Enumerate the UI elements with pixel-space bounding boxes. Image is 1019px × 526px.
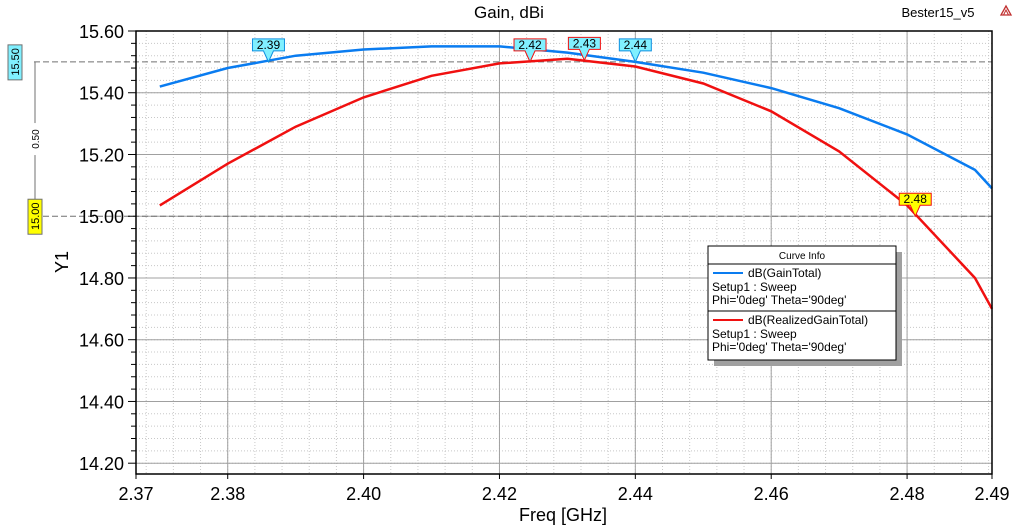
series-line-0 (159, 45, 993, 190)
x-tick-label: 2.44 (618, 484, 653, 504)
delta-top-box (7, 44, 23, 81)
y-axis-label: Y1 (52, 251, 72, 273)
marker-label: 2.39 (257, 38, 281, 52)
project-label: Bester15_v5 (902, 5, 975, 20)
legend-entry-angles: Phi='0deg' Theta='90deg' (712, 293, 846, 307)
marker-2.48: 2.48 (898, 192, 932, 218)
marker-flag (513, 38, 547, 64)
marker-2.42: 2.42 (513, 38, 547, 64)
legend-title: Curve Info (779, 251, 826, 262)
marker-label: 2.42 (518, 38, 542, 52)
axis-ticks: 2.37 2.38 2.40 2.42 2.44 2.46 2.48 2.49 15.60 15.… (79, 22, 1010, 504)
marker-flag (251, 38, 285, 64)
legend-entry-angles: Phi='0deg' Theta='90deg' (712, 340, 846, 354)
marker-2.43: 2.43 (567, 36, 601, 62)
delta-top-label: 15.50 (10, 48, 22, 76)
x-tick-label: 2.40 (346, 484, 381, 504)
x-tick-label: 2.49 (974, 484, 1009, 504)
y-tick-label: 15.60 (79, 22, 124, 42)
x-tick-label: 2.46 (754, 484, 789, 504)
legend-entry-setup: Setup1 : Sweep (712, 280, 797, 294)
y-tick-label: 14.60 (79, 331, 124, 351)
marker-flag (618, 38, 652, 64)
marker-label: 2.43 (573, 36, 597, 50)
plot-frame (135, 30, 993, 475)
y-tick-label: 15.40 (79, 84, 124, 104)
delta-indicator: 15.50 15.00 0.50 (7, 44, 43, 235)
y-tick-label: 15.20 (79, 145, 124, 165)
x-tick-label: 2.48 (890, 484, 925, 504)
marker-2.39: 2.39 (251, 38, 285, 64)
marker-2.44: 2.44 (618, 38, 652, 64)
x-tick-label: 2.38 (210, 484, 245, 504)
x-tick-label: 2.37 (118, 484, 153, 504)
chart-title: Gain, dBi (474, 3, 544, 22)
legend-entry-name: dB(RealizedGainTotal) (748, 313, 868, 327)
y-tick-label: 15.00 (79, 207, 124, 227)
series-group (159, 45, 994, 310)
delta-bottom-box (27, 198, 43, 235)
series-line-1 (159, 57, 994, 310)
legend-entry-setup: Setup1 : Sweep (712, 327, 797, 341)
x-axis-label: Freq [GHz] (519, 505, 607, 525)
delta-diff-label: 0.50 (31, 129, 42, 149)
logo-icon (999, 4, 1013, 16)
delta-diff-bg (29, 123, 41, 156)
marker-label: 2.48 (904, 192, 928, 206)
legend-entry-name: dB(GainTotal) (748, 266, 821, 280)
x-tick-label: 2.42 (482, 484, 517, 504)
y-tick-label: 14.20 (79, 454, 124, 474)
markers: 2.39 2.42 2.43 2.44 2.48 (251, 36, 932, 218)
y-tick-label: 14.40 (79, 392, 124, 412)
marker-label: 2.44 (624, 38, 648, 52)
legend-box (707, 245, 897, 361)
y-tick-label: 14.80 (79, 269, 124, 289)
marker-flag (567, 36, 601, 62)
delta-bottom-label: 15.00 (30, 202, 42, 230)
marker-flag (898, 192, 932, 218)
